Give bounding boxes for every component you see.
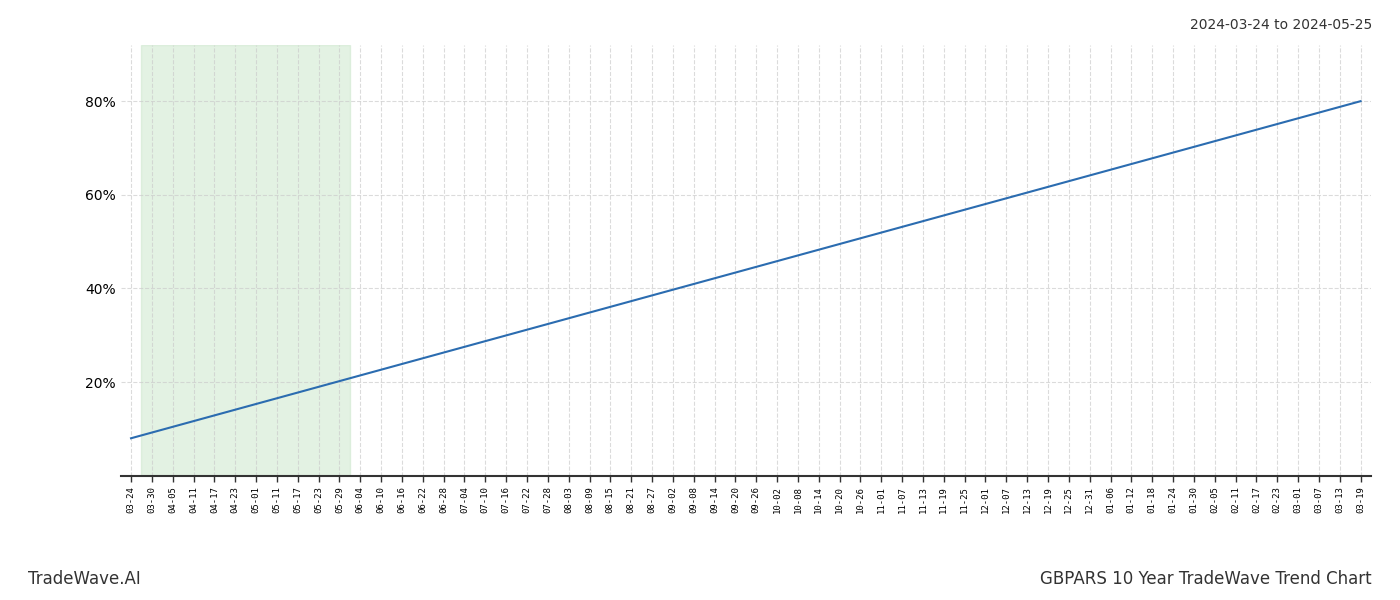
- Text: TradeWave.AI: TradeWave.AI: [28, 570, 141, 588]
- Text: 2024-03-24 to 2024-05-25: 2024-03-24 to 2024-05-25: [1190, 18, 1372, 32]
- Bar: [141, 45, 350, 476]
- Text: GBPARS 10 Year TradeWave Trend Chart: GBPARS 10 Year TradeWave Trend Chart: [1040, 570, 1372, 588]
